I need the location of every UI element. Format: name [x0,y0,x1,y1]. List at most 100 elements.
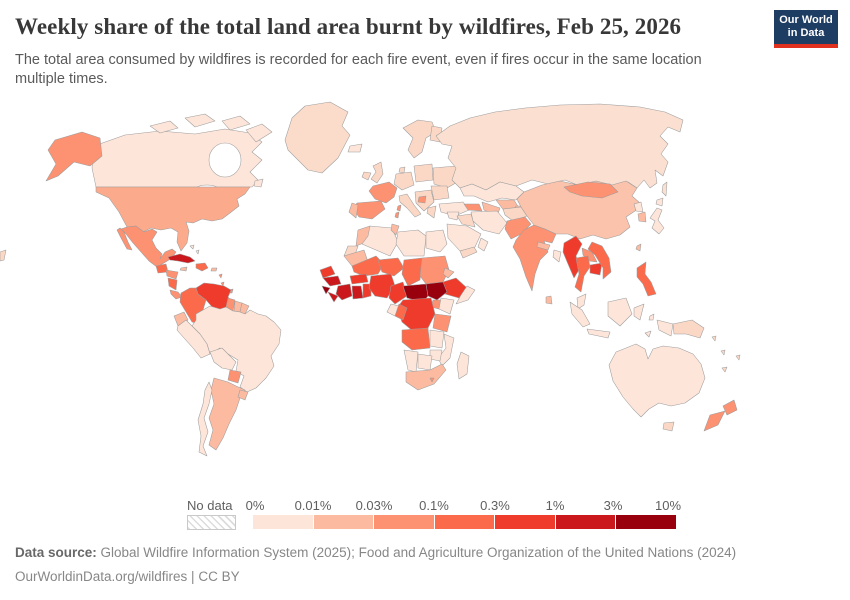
country-mali[interactable] [351,255,385,277]
legend-bin-0[interactable] [253,515,314,529]
country-alaska[interactable] [45,131,103,182]
country-pacific-islands[interactable] [711,335,717,342]
country-thailand[interactable] [574,255,591,293]
country-russia-sakhalin[interactable] [661,181,668,197]
country-new-zealand-north[interactable] [722,399,738,416]
country-bolivia[interactable] [209,347,237,371]
country-hispaniola[interactable] [195,262,209,272]
country-indonesia-borneo[interactable] [607,297,633,327]
legend-bin-4[interactable] [495,515,556,529]
country-argentina[interactable] [208,377,246,451]
legend-no-data-swatch[interactable] [187,515,236,530]
country-indonesia-timor[interactable] [644,330,652,338]
country-uruguay[interactable] [237,389,249,401]
country-indonesia-sumatra[interactable] [569,301,591,328]
country-puerto-rico[interactable] [210,267,218,272]
country-taiwan[interactable] [635,243,642,252]
country-corsica-sardinia[interactable] [394,211,400,219]
country-denmark[interactable] [398,166,406,174]
country-sierra-leone[interactable] [321,285,331,295]
country-pacific-islands[interactable] [721,366,728,373]
country-bangladesh[interactable] [552,249,562,263]
country-lesotho[interactable] [429,377,435,383]
country-caucasus[interactable] [463,203,483,212]
country-sri-lanka[interactable] [545,295,553,305]
country-uk[interactable] [370,161,384,184]
country-nepal[interactable] [536,241,551,251]
country-new-zealand-south[interactable] [703,410,726,432]
legend-bin-6[interactable] [616,515,677,529]
country-honduras[interactable] [165,269,179,280]
country-costa-rica[interactable] [169,289,183,300]
country-congo[interactable] [394,303,408,321]
country-iceland[interactable] [347,143,363,153]
country-tanzania[interactable] [432,313,452,333]
country-syria[interactable] [446,211,460,221]
country-germany[interactable] [393,171,415,191]
legend-bin-3[interactable] [434,515,496,529]
country-lesser-antilles[interactable] [220,281,225,287]
country-saudi-arabia[interactable] [446,223,482,252]
country-mexico-baja[interactable] [116,227,133,251]
country-senegal[interactable] [319,265,336,279]
country-angola[interactable] [401,327,431,351]
country-indonesia-west-papua[interactable] [656,319,674,337]
country-vietnam[interactable] [587,241,612,280]
country-philippines[interactable] [636,261,657,297]
country-iran[interactable] [470,210,508,235]
country-south-sudan[interactable] [425,281,448,301]
country-pacific-islands[interactable] [735,354,741,361]
country-chad[interactable] [401,257,423,287]
license-line[interactable]: OurWorldinData.org/wildfires | CC BY [15,568,240,584]
country-greenland[interactable] [284,101,351,174]
country-liberia[interactable] [327,291,339,303]
country-north-korea[interactable] [633,201,644,213]
country-zimbabwe[interactable] [429,349,443,362]
country-libya[interactable] [395,229,427,257]
country-malaysia[interactable] [576,293,587,310]
country-nigeria[interactable] [368,273,396,299]
country-lesser-antilles[interactable] [218,273,223,279]
legend-bin-1[interactable] [313,515,375,529]
country-antimeridian-sliver[interactable] [0,249,7,262]
country-bahamas[interactable] [195,249,200,255]
country-cuba[interactable] [167,253,196,264]
country-ecuador[interactable] [173,311,189,327]
country-poland-baltics[interactable] [413,163,434,183]
country-turkey[interactable] [438,201,470,217]
country-south-korea[interactable] [637,211,647,223]
country-canada-arctic-islands[interactable] [184,113,216,128]
country-canada-arctic-islands[interactable] [149,120,179,134]
country-pacific-islands[interactable] [720,349,726,356]
country-usa[interactable] [95,186,251,252]
country-somalia[interactable] [455,285,476,305]
country-canada-arctic-islands[interactable] [245,123,273,143]
country-australia[interactable] [608,343,706,418]
country-kenya[interactable] [438,297,455,315]
country-romania-bulgaria[interactable] [430,185,450,201]
country-japan[interactable] [655,197,664,207]
owid-logo[interactable]: Our World in Data [774,10,838,48]
country-oman[interactable] [477,237,489,252]
country-madagascar[interactable] [456,351,470,380]
country-indonesia-java[interactable] [586,328,611,339]
country-papua-new-guinea[interactable] [672,319,705,339]
country-nicaragua[interactable] [167,277,178,291]
country-iraq[interactable] [456,213,476,228]
country-botswana[interactable] [417,353,433,371]
country-burkina-faso[interactable] [349,273,369,285]
country-ukraine[interactable] [432,165,462,189]
country-japan[interactable] [649,207,665,235]
country-ireland[interactable] [361,171,372,181]
country-bosnia[interactable] [417,195,427,204]
country-tasmania[interactable] [662,421,675,432]
country-cambodia[interactable] [589,262,603,276]
country-italy[interactable] [398,193,422,218]
country-bahamas[interactable] [189,244,195,250]
country-eritrea[interactable] [442,267,455,279]
legend-bin-5[interactable] [555,515,617,529]
country-ghana[interactable] [351,285,364,300]
country-mongolia[interactable] [563,181,619,199]
country-cote-divoire[interactable] [335,283,353,301]
country-guinea[interactable] [322,275,342,287]
